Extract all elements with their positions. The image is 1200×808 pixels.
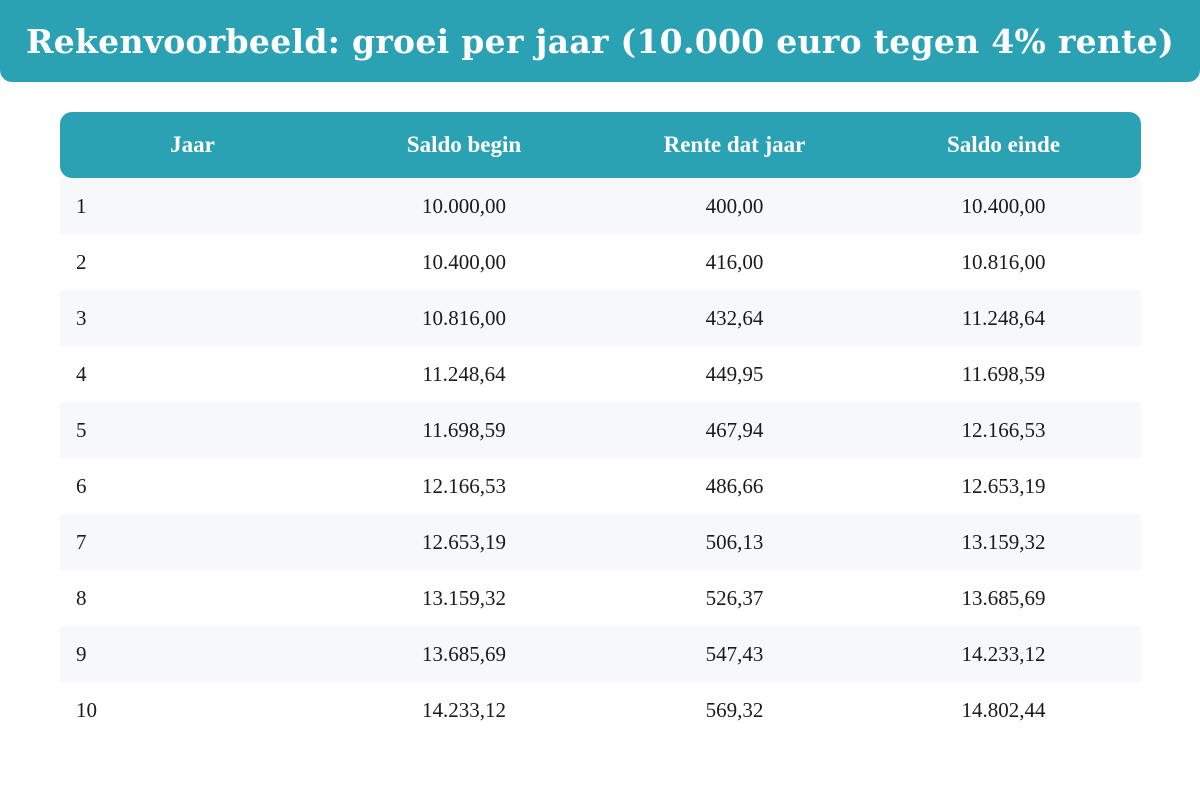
cell-saldo-einde: 14.233,12 xyxy=(866,626,1141,682)
cell-saldo-begin: 11.698,59 xyxy=(325,402,603,458)
page-title: Rekenvoorbeeld: groei per jaar (10.000 e… xyxy=(25,21,1174,61)
cell-jaar: 2 xyxy=(60,234,325,290)
cell-saldo-begin: 10.000,00 xyxy=(325,178,603,234)
cell-rente: 506,13 xyxy=(603,514,866,570)
cell-saldo-einde: 13.685,69 xyxy=(866,570,1141,626)
cell-jaar: 4 xyxy=(60,346,325,402)
cell-saldo-begin: 10.400,00 xyxy=(325,234,603,290)
cell-saldo-begin: 12.653,19 xyxy=(325,514,603,570)
cell-saldo-einde: 11.698,59 xyxy=(866,346,1141,402)
title-banner: Rekenvoorbeeld: groei per jaar (10.000 e… xyxy=(0,0,1200,82)
cell-jaar: 8 xyxy=(60,570,325,626)
table-row: 9 13.685,69 547,43 14.233,12 xyxy=(60,626,1141,682)
table-body: 1 10.000,00 400,00 10.400,00 2 10.400,00… xyxy=(60,178,1141,738)
column-header-jaar: Jaar xyxy=(60,112,325,178)
cell-saldo-begin: 13.685,69 xyxy=(325,626,603,682)
column-header-rente: Rente dat jaar xyxy=(603,112,866,178)
cell-saldo-einde: 12.166,53 xyxy=(866,402,1141,458)
cell-jaar: 3 xyxy=(60,290,325,346)
cell-jaar: 10 xyxy=(60,682,325,738)
cell-saldo-einde: 13.159,32 xyxy=(866,514,1141,570)
cell-saldo-einde: 10.816,00 xyxy=(866,234,1141,290)
cell-rente: 432,64 xyxy=(603,290,866,346)
table-row: 8 13.159,32 526,37 13.685,69 xyxy=(60,570,1141,626)
growth-table: Jaar Saldo begin Rente dat jaar Saldo ei… xyxy=(60,112,1141,738)
cell-saldo-einde: 11.248,64 xyxy=(866,290,1141,346)
table-row: 10 14.233,12 569,32 14.802,44 xyxy=(60,682,1141,738)
column-header-saldo-einde: Saldo einde xyxy=(866,112,1141,178)
cell-jaar: 9 xyxy=(60,626,325,682)
table-row: 6 12.166,53 486,66 12.653,19 xyxy=(60,458,1141,514)
cell-saldo-begin: 11.248,64 xyxy=(325,346,603,402)
table-row: 7 12.653,19 506,13 13.159,32 xyxy=(60,514,1141,570)
cell-rente: 569,32 xyxy=(603,682,866,738)
cell-saldo-begin: 14.233,12 xyxy=(325,682,603,738)
cell-rente: 467,94 xyxy=(603,402,866,458)
table-row: 5 11.698,59 467,94 12.166,53 xyxy=(60,402,1141,458)
cell-rente: 486,66 xyxy=(603,458,866,514)
cell-rente: 400,00 xyxy=(603,178,866,234)
table-row: 3 10.816,00 432,64 11.248,64 xyxy=(60,290,1141,346)
cell-saldo-begin: 10.816,00 xyxy=(325,290,603,346)
cell-jaar: 7 xyxy=(60,514,325,570)
cell-rente: 526,37 xyxy=(603,570,866,626)
table-row: 1 10.000,00 400,00 10.400,00 xyxy=(60,178,1141,234)
cell-saldo-einde: 14.802,44 xyxy=(866,682,1141,738)
cell-saldo-begin: 13.159,32 xyxy=(325,570,603,626)
cell-rente: 449,95 xyxy=(603,346,866,402)
cell-jaar: 5 xyxy=(60,402,325,458)
growth-table-container: Jaar Saldo begin Rente dat jaar Saldo ei… xyxy=(60,112,1141,738)
cell-saldo-begin: 12.166,53 xyxy=(325,458,603,514)
cell-jaar: 1 xyxy=(60,178,325,234)
table-row: 4 11.248,64 449,95 11.698,59 xyxy=(60,346,1141,402)
table-row: 2 10.400,00 416,00 10.816,00 xyxy=(60,234,1141,290)
table-header-row: Jaar Saldo begin Rente dat jaar Saldo ei… xyxy=(60,112,1141,178)
cell-saldo-einde: 10.400,00 xyxy=(866,178,1141,234)
table-header: Jaar Saldo begin Rente dat jaar Saldo ei… xyxy=(60,112,1141,178)
cell-rente: 416,00 xyxy=(603,234,866,290)
column-header-saldo-begin: Saldo begin xyxy=(325,112,603,178)
cell-saldo-einde: 12.653,19 xyxy=(866,458,1141,514)
cell-jaar: 6 xyxy=(60,458,325,514)
cell-rente: 547,43 xyxy=(603,626,866,682)
